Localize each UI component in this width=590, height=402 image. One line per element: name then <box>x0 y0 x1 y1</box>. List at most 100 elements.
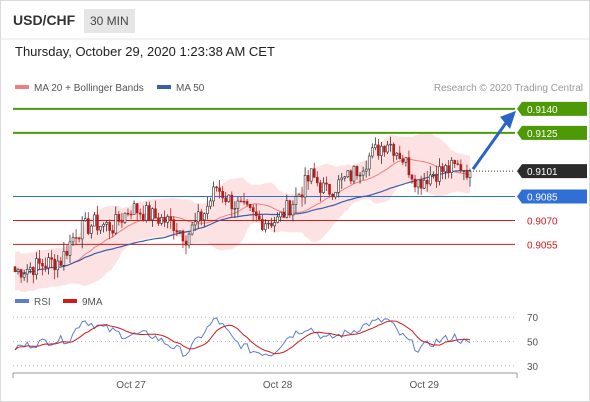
candle <box>297 193 301 197</box>
candle <box>68 234 72 263</box>
candle <box>77 237 81 243</box>
candle <box>111 224 115 237</box>
candle <box>141 205 145 222</box>
candle <box>59 256 63 267</box>
candlesticks <box>13 136 472 284</box>
candle <box>435 165 438 189</box>
candle <box>288 199 292 218</box>
ma20-line <box>14 158 471 274</box>
legend-swatch-ma20 <box>15 85 29 89</box>
candle <box>218 180 221 199</box>
level-tag-2 <box>517 189 587 204</box>
candle <box>404 157 408 167</box>
candle <box>352 165 356 185</box>
candle <box>129 210 133 220</box>
candle <box>279 211 282 222</box>
candle <box>392 142 395 163</box>
candle <box>132 200 136 215</box>
candle <box>245 199 249 207</box>
candle <box>285 194 289 219</box>
level-label-3: 0.9070 <box>527 216 558 227</box>
candle <box>22 269 26 281</box>
candle <box>367 152 371 177</box>
x-axis: Oct 27 Oct 28 Oct 29 <box>12 372 518 391</box>
candle <box>349 169 353 185</box>
candle <box>90 224 93 239</box>
candle <box>215 185 218 192</box>
candle <box>32 266 35 284</box>
candle <box>331 193 334 201</box>
candle <box>413 174 417 193</box>
candle <box>83 212 87 223</box>
candle <box>312 162 316 178</box>
candle <box>160 214 163 226</box>
candle <box>74 229 78 245</box>
candle <box>416 179 420 195</box>
candle <box>56 254 60 278</box>
candle <box>178 230 182 235</box>
candle <box>203 212 206 227</box>
rsi-tick-label: 30 <box>527 362 539 373</box>
level-label-0: 0.9140 <box>527 105 558 116</box>
candle <box>254 203 258 222</box>
level-label-4: 0.9055 <box>527 240 558 251</box>
candle <box>62 241 66 271</box>
candle <box>93 211 96 227</box>
candle <box>383 145 386 157</box>
candle <box>294 187 298 213</box>
candle <box>239 196 243 203</box>
rsi-legend: RSI 9MA <box>15 297 103 308</box>
candle <box>169 208 173 229</box>
candle <box>105 220 108 232</box>
symbol-label: USD/CHF <box>13 12 76 28</box>
candle <box>181 229 185 248</box>
candle <box>19 269 23 283</box>
candle <box>282 207 286 218</box>
candle <box>99 225 102 234</box>
forecast-arrow-head <box>500 110 516 129</box>
candle <box>377 138 380 160</box>
forecast-arrow-shaft <box>471 122 508 170</box>
legend-ma20-label: MA 20 + Bollinger Bands <box>34 83 144 94</box>
candle <box>230 191 234 218</box>
candle <box>340 172 344 189</box>
candle <box>151 207 154 227</box>
rsi-panel: 70 50 30 <box>13 313 539 373</box>
candle <box>86 212 90 236</box>
candle <box>465 164 469 180</box>
legend-rsi-label: RSI <box>34 297 51 308</box>
candle <box>306 169 310 190</box>
candle <box>13 266 17 273</box>
candle <box>358 172 362 184</box>
candle <box>462 170 466 181</box>
x-tick-label: Oct 29 <box>409 380 439 391</box>
candle <box>148 201 151 221</box>
candle <box>209 197 212 210</box>
candle <box>114 206 118 235</box>
candle <box>264 219 267 233</box>
candle <box>291 200 295 222</box>
candle <box>319 179 322 202</box>
candle <box>337 175 340 198</box>
level-label-1: 0.9125 <box>527 129 558 140</box>
candle <box>175 222 179 237</box>
candle <box>38 249 41 270</box>
candle <box>227 194 231 203</box>
candle <box>145 201 148 223</box>
x-tick-label: Oct 28 <box>263 380 293 391</box>
rsi-tick-label: 70 <box>527 313 539 324</box>
datetime-label: Thursday, October 29, 2020 1:23:38 AM CE… <box>15 44 275 59</box>
candle <box>16 267 20 275</box>
candle <box>163 210 166 228</box>
x-tick-label: Oct 27 <box>116 380 146 391</box>
level-tag-0 <box>517 101 587 116</box>
candle <box>212 181 215 207</box>
candle <box>184 235 188 255</box>
candle <box>355 165 359 180</box>
level-label-2: 0.9085 <box>527 193 558 204</box>
candle <box>196 204 200 229</box>
candle <box>276 212 279 224</box>
timeframe-button[interactable]: 30 MIN <box>84 9 135 33</box>
